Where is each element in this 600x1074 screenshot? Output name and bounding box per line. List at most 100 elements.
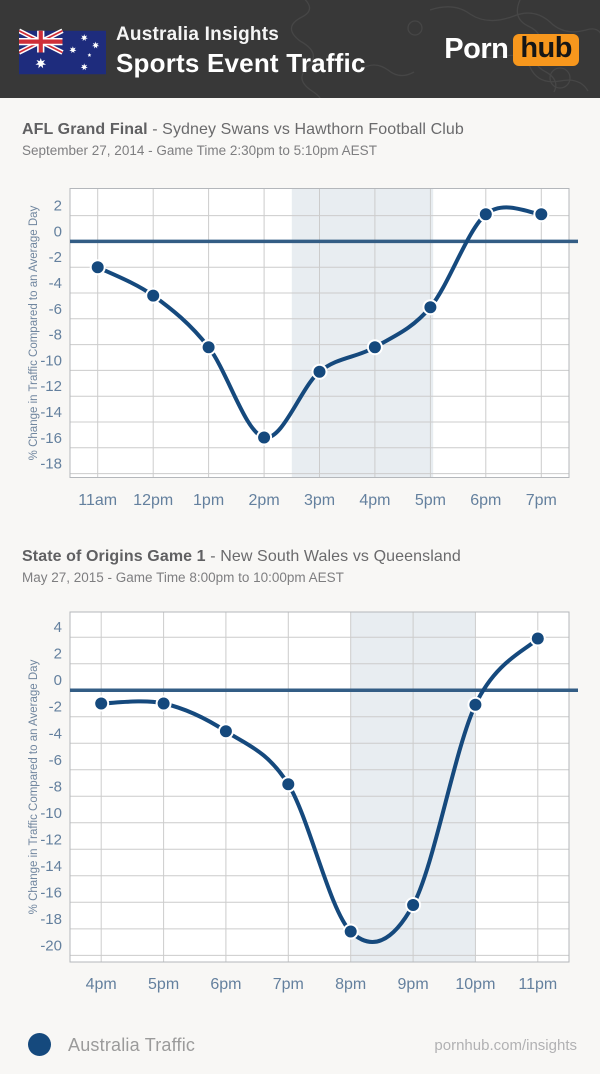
legend-dot [28, 1033, 51, 1056]
y-tick-label: -20 [40, 937, 62, 954]
chart2-subtitle: May 27, 2015 - Game Time 8:00pm to 10:00… [22, 570, 344, 585]
data-point [533, 206, 550, 223]
data-point [467, 696, 484, 713]
logo-text-porn: Porn [444, 33, 509, 65]
commonwealth-star [35, 57, 47, 69]
chart2-title: State of Origins Game 1 - New South Wale… [22, 548, 582, 566]
chart1-subtitle: September 27, 2014 - Game Time 2:30pm to… [22, 143, 377, 158]
game-time-band [291, 188, 434, 478]
gridlines [70, 612, 569, 962]
line-chart-svg: 4 2 0 -2 -4 -6 -8 -10 -12 -14 -16 -18 -20 4pm 5pm 6pm 7p… [28, 611, 578, 993]
australia-flag-icon [19, 28, 106, 75]
star-gamma [80, 34, 88, 42]
y-tick-label: -2 [49, 249, 62, 266]
star-delta [92, 41, 100, 49]
pornhub-logo: Porn hub [444, 33, 579, 66]
y-tick-label: -4 [49, 275, 62, 292]
x-tick-label: 2pm [249, 492, 280, 509]
y-tick-label: 0 [54, 223, 62, 240]
data-point [311, 363, 328, 380]
y-tick-label: -10 [40, 352, 62, 369]
legend-label: Australia Traffic [68, 1035, 196, 1055]
data-point [200, 339, 217, 356]
x-tick-label: 5pm [148, 976, 179, 993]
x-tick-label: 7pm [526, 492, 557, 509]
y-axis-title: % Change in Traffic Compared to an Avera… [28, 205, 40, 460]
chart2-title-rest: - New South Wales vs Queensland [205, 548, 461, 565]
y-tick-label: -6 [49, 301, 62, 318]
line-chart-svg: 2 0 -2 -4 -6 -8 -10 -12 -14 -16 -18 11am 12pm 1pm 2pm 3… [28, 188, 578, 509]
y-tick-label: -18 [40, 911, 62, 928]
y-tick-label: 0 [54, 672, 62, 689]
x-tick-label: 11am [78, 492, 117, 509]
data-point [155, 695, 172, 712]
y-tick-label: -14 [40, 858, 62, 875]
data-point [145, 287, 162, 304]
x-tick-label: 6pm [470, 492, 501, 509]
y-tick-label: -8 [49, 327, 62, 344]
x-tick-label: 10pm [455, 976, 495, 993]
x-tick-label: 11pm [518, 976, 557, 993]
star-beta [69, 46, 77, 54]
y-tick-label: 4 [54, 619, 62, 636]
data-point [477, 206, 494, 223]
y-tick-label: 2 [54, 646, 62, 663]
state-of-origin-chart: 4 2 0 -2 -4 -6 -8 -10 -12 -14 -16 -18 -20 4pm 5pm 6pm 7p… [0, 604, 600, 1001]
x-tick-label: 9pm [398, 976, 429, 993]
data-point [93, 695, 110, 712]
header-title: Sports Event Traffic [116, 48, 366, 78]
plot-border [69, 611, 570, 963]
logo-text-hub: hub [513, 33, 579, 66]
data-point [256, 429, 273, 446]
y-tick-label: -16 [40, 884, 62, 901]
world-map-decoration [290, 0, 600, 98]
data-point [217, 723, 234, 740]
x-tick-label: 3pm [304, 492, 335, 509]
data-point [342, 923, 359, 940]
y-axis-title: % Change in Traffic Compared to an Avera… [28, 659, 40, 914]
y-tick-label: -12 [40, 831, 62, 848]
x-tick-label: 6pm [210, 976, 241, 993]
chart2-title-block: State of Origins Game 1 - New South Wale… [22, 548, 582, 585]
chart2-title-bold: State of Origins Game 1 [22, 548, 206, 565]
x-tick-label: 12pm [133, 492, 173, 509]
data-point [366, 339, 383, 356]
chart1-title-bold: AFL Grand Final [22, 121, 148, 138]
chart1-title: AFL Grand Final - Sydney Swans vs Hawtho… [22, 121, 582, 139]
star-alpha [80, 63, 88, 71]
y-tick-label: -6 [49, 752, 62, 769]
union-jack [19, 28, 64, 55]
data-point [405, 897, 422, 913]
y-tick-label: -14 [40, 404, 62, 421]
y-tick-label: -8 [49, 778, 62, 795]
x-tick-label: 4pm [359, 492, 390, 509]
flag-stars [35, 34, 100, 71]
y-tick-label: -4 [49, 725, 62, 742]
y-tick-label: 2 [54, 198, 62, 215]
x-tick-label: 4pm [86, 976, 117, 993]
data-point [422, 299, 439, 316]
data-point [280, 776, 297, 793]
y-tick-label: -10 [40, 805, 62, 822]
data-point [529, 630, 546, 647]
header-banner: Australia Insights Sports Event Traffic … [0, 0, 600, 98]
y-tick-label: -12 [40, 378, 62, 395]
traffic-line [99, 636, 540, 944]
header-text-block: Australia Insights Sports Event Traffic [116, 24, 366, 79]
star-epsilon [87, 53, 92, 57]
insights-link[interactable]: pornhub.com/insights [434, 1037, 577, 1054]
plot-border [69, 188, 570, 478]
data-point [89, 259, 106, 276]
y-tick-label: -2 [49, 699, 62, 716]
footer: Australia Traffic pornhub.com/insights [0, 1022, 600, 1074]
x-tick-label: 7pm [273, 976, 304, 993]
chart1-title-block: AFL Grand Final - Sydney Swans vs Hawtho… [22, 121, 582, 158]
x-tick-label: 8pm [335, 976, 366, 993]
plot-area [70, 612, 569, 962]
x-tick-label: 5pm [415, 492, 446, 509]
y-tick-label: -16 [40, 430, 62, 447]
header-subtitle: Australia Insights [116, 24, 280, 45]
x-tick-label: 1pm [193, 492, 224, 509]
chart1-title-rest: - Sydney Swans vs Hawthorn Football Club [147, 121, 464, 138]
